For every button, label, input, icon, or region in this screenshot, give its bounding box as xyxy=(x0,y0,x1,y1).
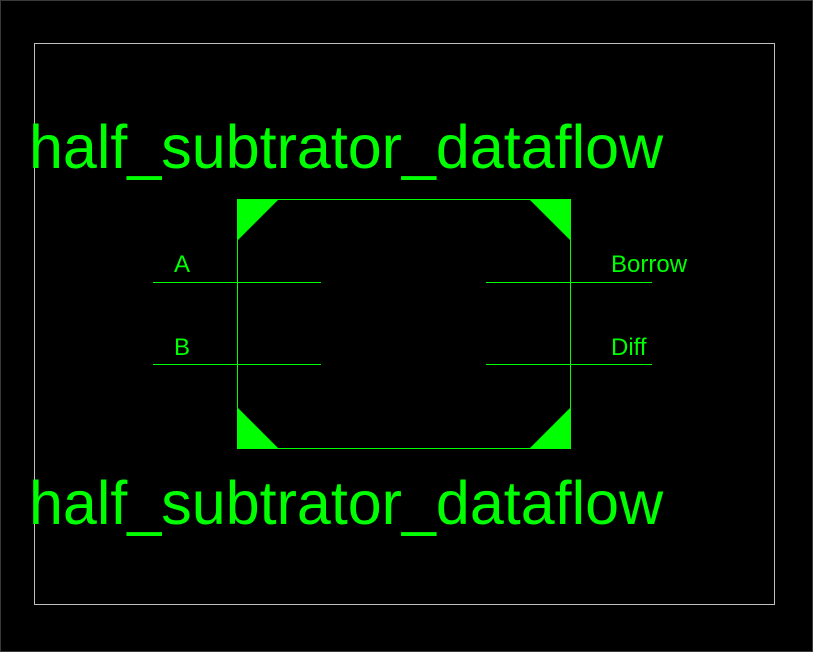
symbol-body xyxy=(237,199,571,449)
port-label-a: A xyxy=(174,251,191,278)
corner-marker-top-left xyxy=(237,199,279,241)
port-label-borrow: Borrow xyxy=(611,251,688,278)
corner-marker-bottom-left xyxy=(237,407,279,449)
corner-marker-bottom-right xyxy=(529,407,571,449)
sheet-frame xyxy=(34,43,775,605)
port-label-b: B xyxy=(174,334,191,361)
port-label-diff: Diff xyxy=(611,334,647,361)
module-name-bottom: half_subtrator_dataflow xyxy=(29,469,664,537)
corner-marker-top-right xyxy=(529,199,571,241)
module-name-top: half_subtrator_dataflow xyxy=(29,113,664,181)
